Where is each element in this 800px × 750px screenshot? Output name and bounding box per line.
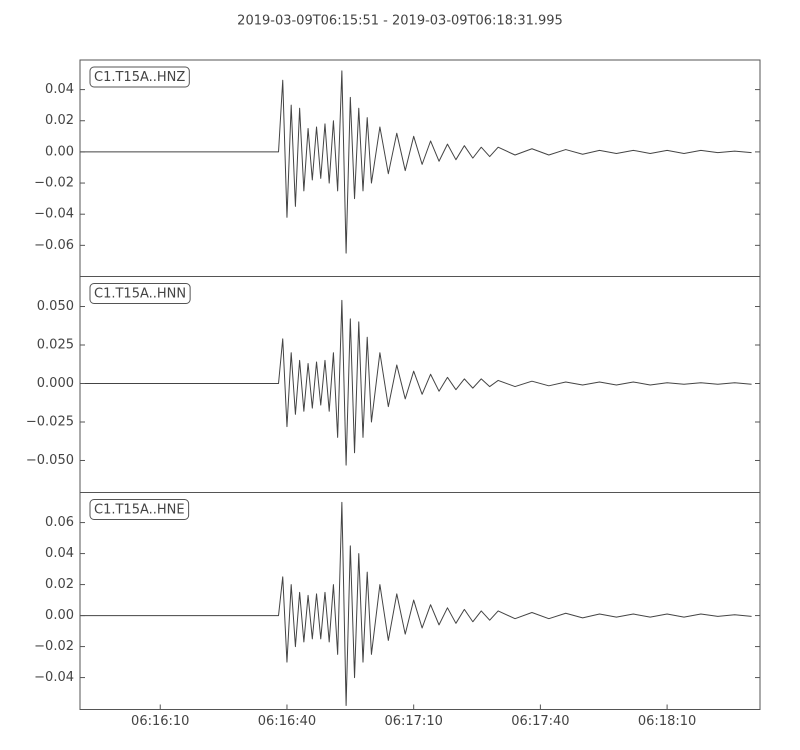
label-box [89,499,190,520]
y-tick-label: 0.04 [45,546,74,561]
y-tick-label: −0.02 [34,639,74,654]
y-tick-label: 0.00 [45,144,74,159]
y-tick-label: 0.050 [37,299,74,314]
y-tick-label: −0.025 [26,414,74,429]
trace [80,299,752,466]
label-box [89,66,190,88]
trace-label: C1.T15A..HNE [94,503,185,518]
panel-frame [79,59,761,277]
panel-frame [79,276,761,493]
plot-area [80,501,752,706]
y-tick-label: 0.000 [37,376,74,391]
x-tick-label: 06:17:40 [511,714,569,729]
trace-label: C1.T15A..HNZ [94,70,185,85]
y-tick-label: −0.050 [26,453,74,468]
x-tick-label: 06:16:40 [258,714,316,729]
y-tick-label: −0.04 [34,670,74,685]
trace [80,501,752,706]
y-tick-label: 0.02 [45,113,74,128]
plot-area [80,70,752,254]
y-tick-label: −0.02 [34,176,74,191]
y-tick-label: −0.04 [34,207,74,222]
trace-label: C1.T15A..HNN [94,287,186,302]
y-tick-label: 0.06 [45,515,74,530]
x-tick-label: 06:17:10 [384,714,442,729]
x-tick-label: 06:16:10 [131,714,189,729]
y-tick-label: 0.00 [45,608,74,623]
trace [80,70,752,254]
panel-frame [79,492,761,710]
y-tick-label: 0.025 [37,338,74,353]
x-tick-label: 06:18:10 [638,714,696,729]
y-tick-label: 0.02 [45,577,74,592]
figure-title: 2019-03-09T06:15:51 - 2019-03-09T06:18:3… [237,14,563,29]
plot-area [80,299,752,466]
y-tick-label: −0.06 [34,238,74,253]
y-tick-label: 0.04 [45,82,74,97]
label-box [89,283,191,304]
